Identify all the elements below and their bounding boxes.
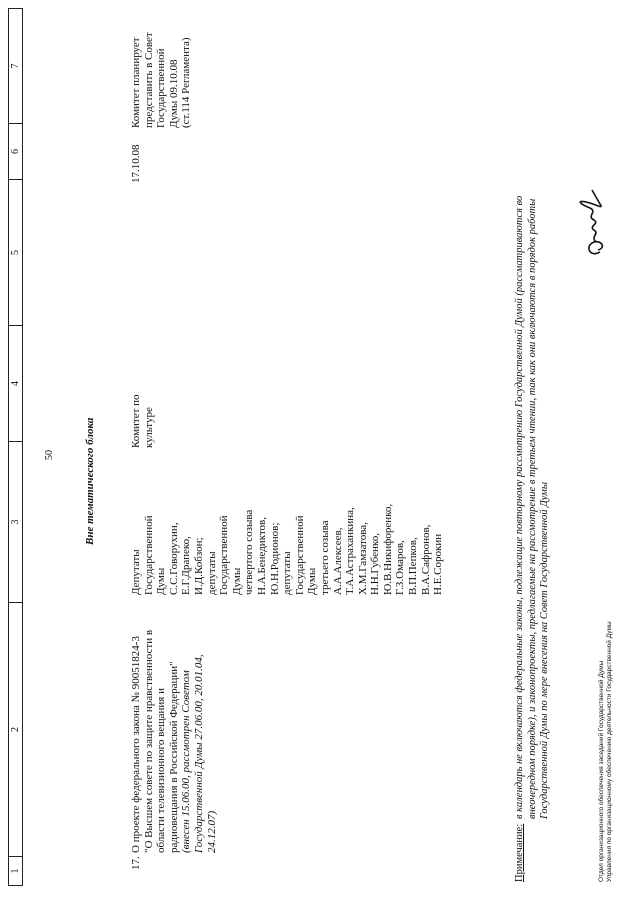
row-committee: Комитет по культуре <box>130 394 155 448</box>
signature-image <box>579 189 604 255</box>
initiator-line: С.С.Говорухин, <box>167 522 180 595</box>
page-number: 50 <box>44 450 55 460</box>
initiator-line: Н.Н.Губенко, <box>369 533 382 595</box>
note-line: в календарь не включаются федеральные за… <box>514 195 525 819</box>
note-line: Государственной Думы по мере внесения на… <box>539 482 550 819</box>
initiator-line: Е.Г.Драпеко, <box>180 536 193 595</box>
initiator-line: В.А.Сафронов, <box>419 524 432 595</box>
initiator-line: депутаты <box>281 551 294 595</box>
note-label: Примечание: <box>514 823 525 882</box>
initiator-line: Х.М.Гамзатова, <box>356 522 369 595</box>
initiator-line: А.А.Алексеев, <box>331 527 344 596</box>
remark-line: (ст.114 Регламента) <box>180 37 193 128</box>
initiator-line: Думы <box>230 567 243 595</box>
col-header-3: 3 <box>9 441 22 602</box>
initiator-line: Государственной <box>293 515 306 595</box>
table-header: 1 2 3 4 5 6 7 <box>8 8 23 886</box>
col-header-2: 2 <box>9 602 22 856</box>
note: Примечание: в календарь не включаются фе… <box>514 196 552 882</box>
title-line: О проекте федерального закона № 90051824… <box>130 636 142 853</box>
initiator-line: Т.А.Астраханкина, <box>344 507 357 595</box>
initiator-line: Н.А.Бенедиктов, <box>255 517 268 595</box>
col-header-6: 6 <box>9 123 22 179</box>
title-line: области телевизионного вещания и <box>155 688 168 853</box>
col-header-5: 5 <box>9 179 22 325</box>
initiator-line: Ю.В.Никифоренко, <box>381 503 394 595</box>
row-title: О проекте федерального закона № 90051824… <box>130 603 218 853</box>
committee-line: культуре <box>142 407 155 448</box>
title-line: "О Высшем совете по защите нравственност… <box>142 629 155 853</box>
section-title: Вне тематического блока <box>84 417 96 545</box>
initiator-line: третьего созыва <box>318 520 331 595</box>
initiator-line: четвертого созыва <box>243 509 256 595</box>
footer: Отдел организационного обеспечения засед… <box>598 621 614 882</box>
row-remark: Комитет планирует представить в Совет Го… <box>130 32 193 128</box>
note-line: внеочередном порядке), и законопроекты, … <box>526 198 538 819</box>
initiator-line: Ю.Н.Родионов; <box>268 522 281 595</box>
remark-line: Думы 09.10.08 <box>167 59 180 128</box>
history-line: 24.12.07) <box>205 810 218 853</box>
footer-line: Управления по организационному обеспечен… <box>606 621 613 882</box>
row-date: 17.10.08 <box>130 144 142 184</box>
initiator-line: Государственной <box>218 515 231 595</box>
col-header-7: 7 <box>10 63 21 69</box>
row-number: 17. <box>130 856 142 870</box>
initiator-line: Думы <box>155 567 168 595</box>
initiator-line: Государственной <box>142 515 155 595</box>
row-initiators: Депутаты Государственной Думы С.С.Говорухин… <box>130 504 445 595</box>
initiator-line: В.П.Пепков, <box>407 537 420 595</box>
initiator-line: Думы <box>306 567 319 595</box>
initiator-line: депутаты <box>205 551 218 595</box>
col-header-4: 4 <box>9 325 22 441</box>
initiator-line: Г.З.Омаров, <box>394 540 407 595</box>
initiator-line: И.Д.Кобзон; <box>192 537 205 595</box>
remark-line: Комитет планирует <box>130 37 142 128</box>
remark-line: представить в Совет <box>142 32 155 128</box>
history-line: (внесен 15.06.00, рассмотрен Советом <box>180 670 193 853</box>
history-line: Государственной Думы 27.06.00, 20.01.04, <box>192 654 205 853</box>
title-line: радиовещания в Российской Федерации" <box>167 661 180 853</box>
initiator-line: Н.Е.Сорокин <box>432 533 445 595</box>
footer-line: Отдел организационного обеспечения засед… <box>598 660 605 882</box>
initiator-line: Депутаты <box>130 549 142 595</box>
committee-line: Комитет по <box>130 394 142 448</box>
col-header-1: 1 <box>9 856 22 885</box>
remark-line: Государственной <box>155 48 168 128</box>
